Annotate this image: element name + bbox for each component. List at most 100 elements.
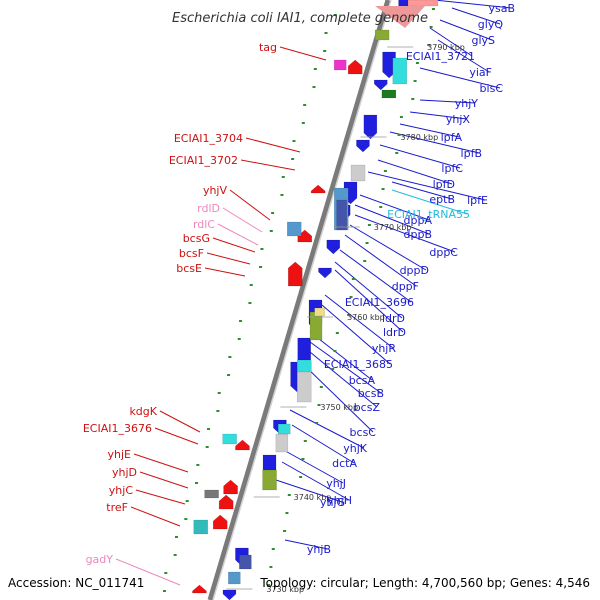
gene-label-left[interactable]: bcsG [183,232,210,245]
gene-label-right[interactable]: ECIAI1_3685 [324,358,393,371]
leader-line [399,123,460,138]
gene-label-right[interactable]: dppA [404,214,433,227]
accession-text: Accession: NC_011741 [8,576,144,590]
gc-dot [205,446,209,448]
gc-dot [301,122,305,124]
gene-label-right[interactable]: bcsA [349,374,376,387]
gene-label-right[interactable]: dppD [400,264,429,277]
gene-label-left[interactable]: ECIAI1_3676 [83,422,152,435]
gene-label-right[interactable]: bisC [480,82,504,95]
gene-label-right[interactable]: eptB [429,193,455,206]
gc-dot [283,530,287,532]
cog-box [314,307,325,317]
gene-label-right[interactable]: ldrD [382,312,405,325]
gene-label-left[interactable]: yhjV [203,184,228,197]
gene-label-right[interactable]: yhjX [446,113,471,126]
gene-label-left[interactable]: rdlD [197,202,220,215]
gene-label-right[interactable]: ECIAI1_tRNA55 [387,208,470,221]
gene-label-right[interactable]: yhjH [327,494,352,507]
gene-label-left[interactable]: yhjD [112,466,137,479]
gene-label-right[interactable]: lpfE [467,194,488,207]
gene-label-left[interactable]: kdgK [129,405,157,418]
gene-label-left[interactable]: gadY [86,553,114,566]
gc-dot [217,392,221,394]
gc-dot [333,350,337,352]
gc-dot [287,494,291,496]
tick-label: 3780 kbp [400,133,438,142]
gene-label-right[interactable]: glyQ [478,18,504,31]
gc-dot [415,62,419,64]
gc-dot [174,536,178,538]
forward-gene-arrow [318,267,332,279]
leader-line [359,194,430,221]
gc-dot [299,476,303,478]
gc-dot [173,554,177,556]
leader-line [289,409,365,449]
leader-line [419,67,501,89]
cog-box [262,469,277,491]
reverse-gene-arrow [212,514,228,530]
gene-label-left[interactable]: tag [259,41,277,54]
leader-line [451,7,501,25]
gene-label-right[interactable]: yiaF [469,66,492,79]
leader-line [334,261,403,319]
gene-label-left[interactable]: bcsF [179,247,204,260]
gene-label-right[interactable]: ysaB [488,2,515,15]
gene-label-left[interactable]: yhjC [109,484,134,497]
cog-box [275,433,289,453]
gc-dot [319,386,323,388]
gc-dot [162,590,166,592]
gene-label-right[interactable]: lpfA [441,131,463,144]
gc-dot [303,104,307,106]
gene-label-left[interactable]: yhjE [108,448,132,461]
leader-line [309,341,382,394]
gene-label-right[interactable]: yhjG [320,496,345,509]
gc-dot [269,566,273,568]
gene-label-right[interactable]: glyS [471,34,495,47]
leader-line [240,159,296,171]
gene-label-right[interactable]: dctA [332,457,357,470]
gene-label-left[interactable]: ECIAI1_3702 [169,154,238,167]
gene-label-right[interactable]: lpfC [441,162,463,175]
gene-label-right[interactable]: dppC [429,246,458,259]
gene-label-right[interactable]: dppB [404,228,433,241]
gene-label-right[interactable]: dppF [392,280,419,293]
gene-label-right[interactable]: lpfD [433,178,455,191]
gene-label-right[interactable]: yhjB [307,543,331,556]
leader-line [159,410,201,433]
gene-label-right[interactable]: yhjY [455,97,479,110]
gc-dot [292,140,296,142]
leader-line [139,471,189,489]
gene-label-right[interactable]: ldrD [383,326,406,339]
gc-dot [351,278,355,280]
forward-gene-arrow [382,51,396,79]
gene-label-right[interactable]: yhjR [372,342,397,355]
gc-dot [216,410,220,412]
leader-line [304,365,374,433]
gene-label-right[interactable]: ECIAI1_3721 [406,50,475,63]
leader-line [429,27,473,57]
gene-label-right[interactable]: ECIAI1_3696 [345,296,414,309]
gene-label-right[interactable]: yhjJ [326,477,346,490]
gene-label-left[interactable]: treF [106,501,128,514]
gene-label-right[interactable]: bcsB [358,387,384,400]
leader-line [391,189,468,215]
gc-dot [333,14,337,16]
gene-label-right[interactable]: bcsC [350,426,377,439]
gc-dot [381,188,385,190]
gene-label-right[interactable]: bcsZ [354,401,381,414]
gene-label-right[interactable]: lpfB [461,147,482,160]
gc-dot [185,500,189,502]
gene-label-left[interactable]: rdlC [193,218,215,231]
leader-line [354,214,456,253]
cog-box [287,221,302,237]
gene-label-right[interactable]: yhjK [343,442,368,455]
leader-line [291,424,355,464]
gc-dot [207,428,211,430]
gc-dot [259,266,263,268]
gene-label-left[interactable]: bcsE [176,262,202,275]
gene-label-left[interactable]: ECIAI1_3704 [174,132,243,145]
leader-line [135,489,186,505]
cog-box [222,433,237,445]
tick-label: 3790 kbp [427,43,465,52]
